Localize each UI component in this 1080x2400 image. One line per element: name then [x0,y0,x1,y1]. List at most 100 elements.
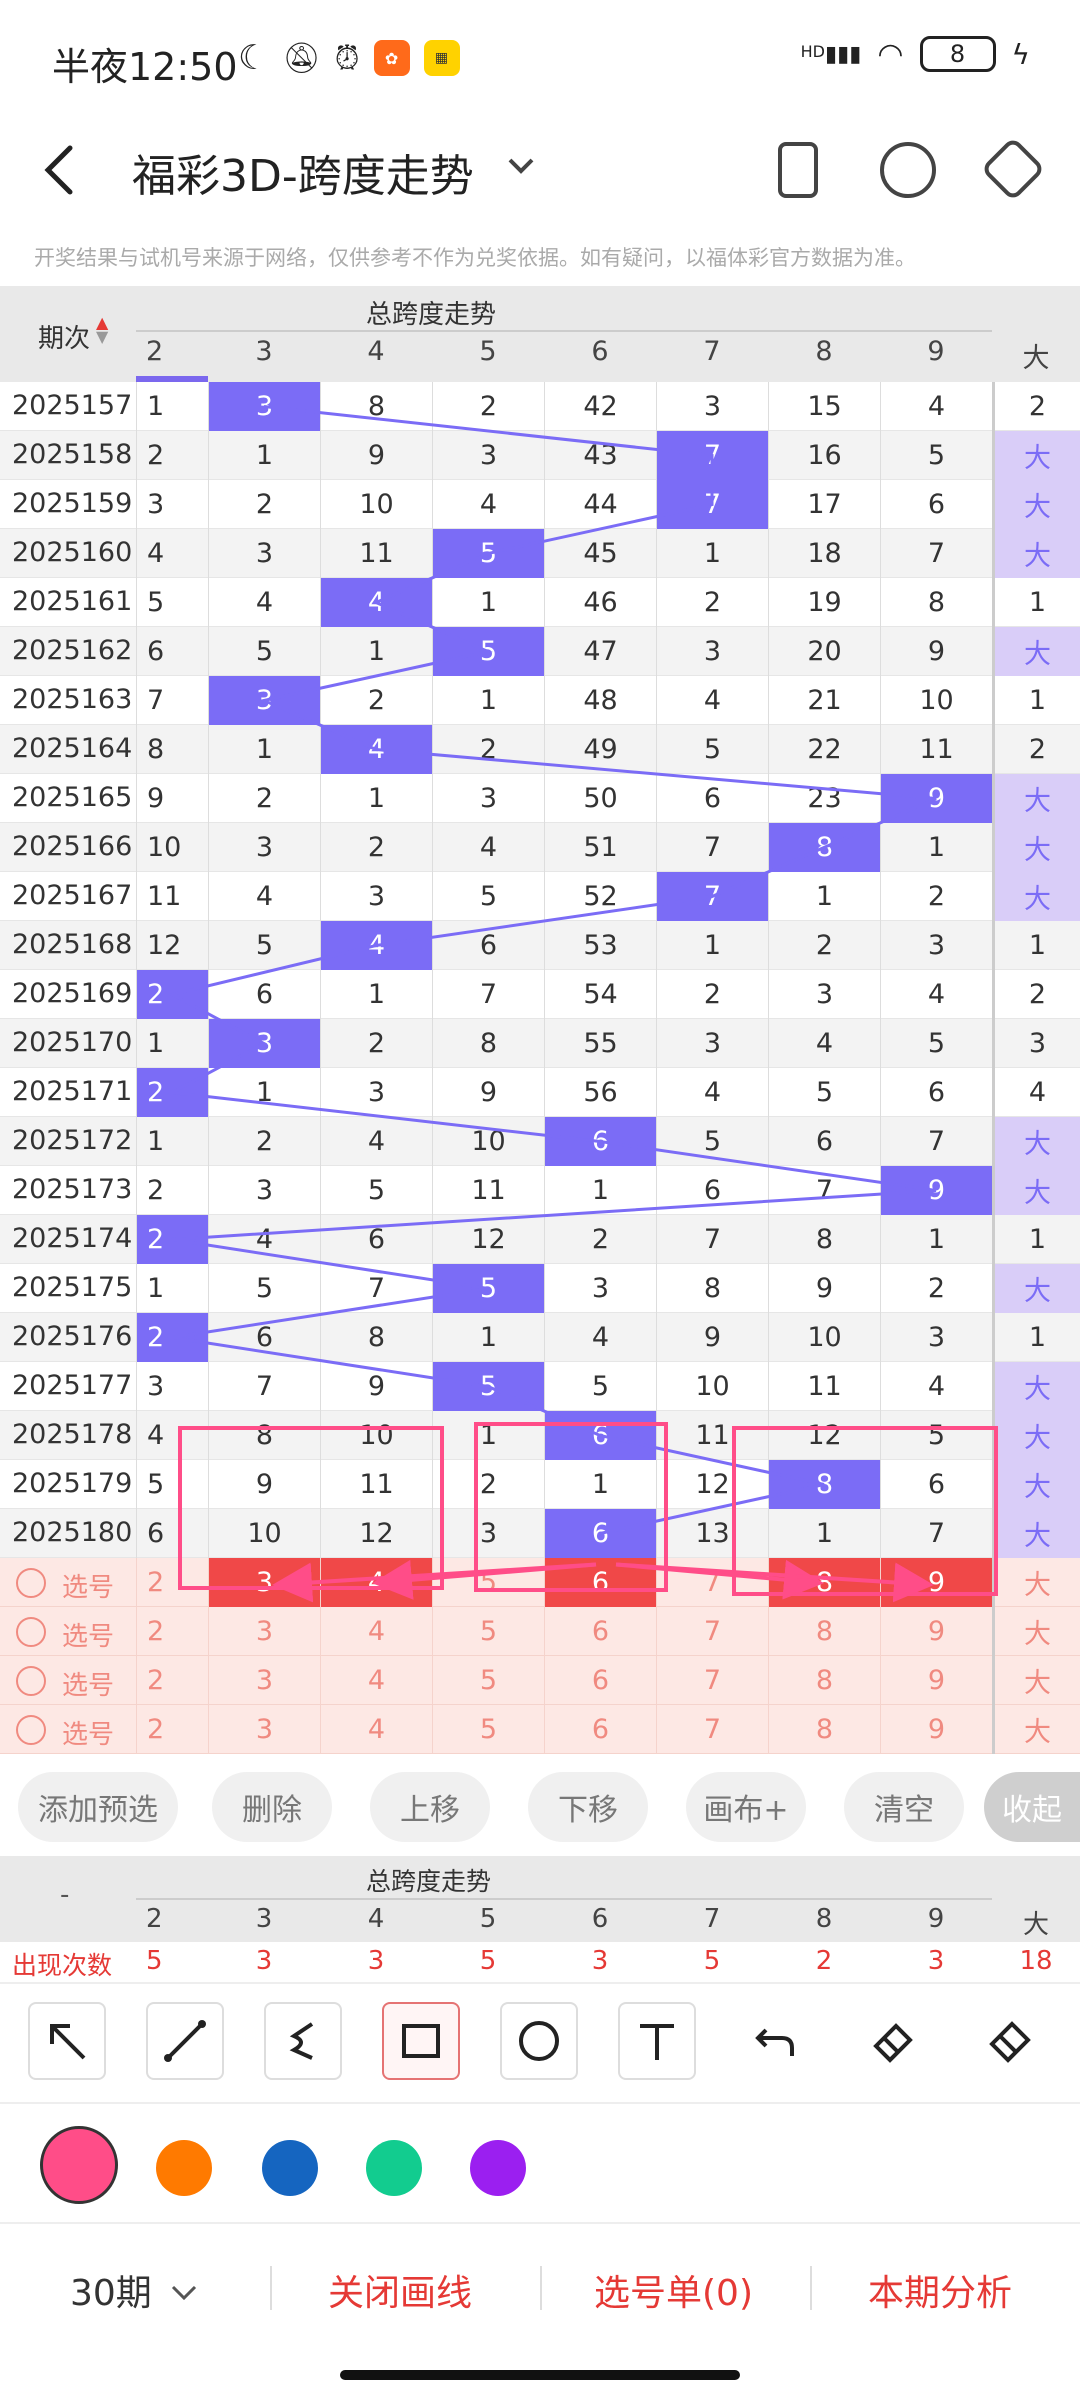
value-cell: 11 [136,872,208,921]
back-button[interactable] [40,140,80,210]
sort-icon[interactable]: ▲ ▼ [96,313,109,346]
selected-number[interactable]: 8 [768,1558,880,1607]
rectangle-icon[interactable] [382,2002,460,2080]
close-lines-button[interactable]: 关闭画线 [328,2273,473,2314]
select-number[interactable]: 4 [320,1656,432,1705]
action-button-2[interactable]: 上移 [370,1772,490,1842]
analysis-button[interactable]: 本期分析 [868,2273,1013,2314]
value-cell: 5 [880,431,992,480]
curve-icon[interactable] [264,2002,342,2080]
select-number[interactable]: 3 [208,1656,320,1705]
value-cell: 1 [320,774,432,823]
select-number[interactable]: 6 [544,1705,656,1754]
select-number[interactable]: 9 [880,1705,992,1754]
arrow-icon[interactable] [28,2002,106,2080]
select-number[interactable]: 5 [432,1656,544,1705]
value-cell: 6 [320,1215,432,1264]
color-swatch-1[interactable] [156,2140,212,2196]
eraser-icon[interactable] [854,2002,932,2080]
select-big[interactable]: 大 [992,1558,1080,1607]
select-number[interactable]: 7 [656,1607,768,1656]
selected-number[interactable]: 4 [320,1558,432,1607]
select-number[interactable]: 7 [656,1705,768,1754]
value-cell: 43 [544,431,656,480]
select-number[interactable]: 4 [320,1607,432,1656]
select-radio[interactable] [16,1617,46,1647]
select-number[interactable]: 4 [320,1705,432,1754]
big-cell: 大 [992,431,1080,480]
select-number[interactable]: 8 [768,1607,880,1656]
select-number[interactable]: 8 [768,1705,880,1754]
color-swatch-2[interactable] [262,2140,318,2196]
select-number[interactable]: 7 [656,1558,768,1607]
select-number[interactable]: 2 [136,1558,208,1607]
undo-icon[interactable] [736,2002,814,2080]
select-number[interactable]: 9 [880,1656,992,1705]
text-icon[interactable] [618,2002,696,2080]
value-cell: 50 [544,774,656,823]
value-cell: 9 [320,1362,432,1411]
value-cell: 8 [320,1313,432,1362]
select-big[interactable]: 大 [992,1705,1080,1754]
select-number[interactable]: 7 [656,1656,768,1705]
big-cell: 1 [992,1313,1080,1362]
pick-list-button[interactable]: 选号单(0) [594,2273,753,2314]
clear-all-icon[interactable] [972,2002,1050,2080]
table-row: 2025178 4 8 10 1 6 11 12 5 大 [0,1411,1080,1460]
page-title[interactable]: 福彩3D-跨度走势 [132,151,474,202]
chevron-down-icon[interactable] [506,150,536,188]
select-radio[interactable] [16,1568,46,1598]
action-button-1[interactable]: 删除 [212,1772,332,1842]
select-big[interactable]: 大 [992,1656,1080,1705]
settings-icon[interactable] [980,136,1046,202]
select-number[interactable]: 5 [432,1558,544,1607]
value-cell: 1 [880,823,992,872]
select-number[interactable]: 2 [136,1705,208,1754]
period-selector[interactable]: 30期 [70,2264,199,2316]
stats-count: 5 [703,1946,721,1976]
select-number[interactable]: 2 [136,1656,208,1705]
value-cell: 11 [320,529,432,578]
hit-cell: 5 [432,1264,544,1313]
action-button-0[interactable]: 添加预选 [18,1772,178,1842]
action-button-6[interactable]: 收起 [984,1772,1080,1842]
line-icon[interactable] [146,2002,224,2080]
trend-table: 期次 ▲ ▼ 总跨度走势 2 3 4 5 6 7 8 9 大 2025157 1 3 8 2 42 3 15 4 2 2025… [0,286,1080,1756]
color-swatch-0[interactable] [40,2126,118,2204]
select-number[interactable]: 9 [880,1607,992,1656]
value-cell: 13 [656,1509,768,1558]
select-number[interactable]: 5 [432,1607,544,1656]
selected-number[interactable]: 6 [544,1558,656,1607]
period-cell: 2025178 [12,1419,133,1450]
color-swatch-3[interactable] [366,2140,422,2196]
select-number[interactable]: 6 [544,1656,656,1705]
select-number[interactable]: 2 [136,1607,208,1656]
circle-icon[interactable] [500,2002,578,2080]
column-header-8: 8 [815,336,833,367]
selected-number[interactable]: 9 [880,1558,992,1607]
action-button-3[interactable]: 下移 [528,1772,648,1842]
color-swatch-4[interactable] [470,2140,526,2196]
period-cell: 2025157 [12,390,133,421]
value-cell: 5 [136,578,208,627]
split-view-icon[interactable] [778,142,818,198]
action-button-4[interactable]: 画布+ [686,1772,806,1842]
table-row: 2025165 9 2 1 3 50 6 23 9 大 [0,774,1080,823]
action-button-5[interactable]: 清空 [844,1772,964,1842]
select-number[interactable]: 3 [208,1607,320,1656]
select-big[interactable]: 大 [992,1607,1080,1656]
selected-number[interactable]: 3 [208,1558,320,1607]
table-row: 2025175 1 5 7 5 3 8 9 2 大 [0,1264,1080,1313]
value-cell: 7 [656,1215,768,1264]
select-number[interactable]: 6 [544,1607,656,1656]
select-radio[interactable] [16,1715,46,1745]
select-number[interactable]: 5 [432,1705,544,1754]
select-number[interactable]: 8 [768,1656,880,1705]
share-icon[interactable] [880,142,936,198]
value-cell: 4 [136,1411,208,1460]
select-radio[interactable] [16,1666,46,1696]
value-cell: 5 [880,1411,992,1460]
value-cell: 5 [544,1362,656,1411]
table-row: 2025158 2 1 9 3 43 7 16 5 大 [0,431,1080,480]
select-number[interactable]: 3 [208,1705,320,1754]
